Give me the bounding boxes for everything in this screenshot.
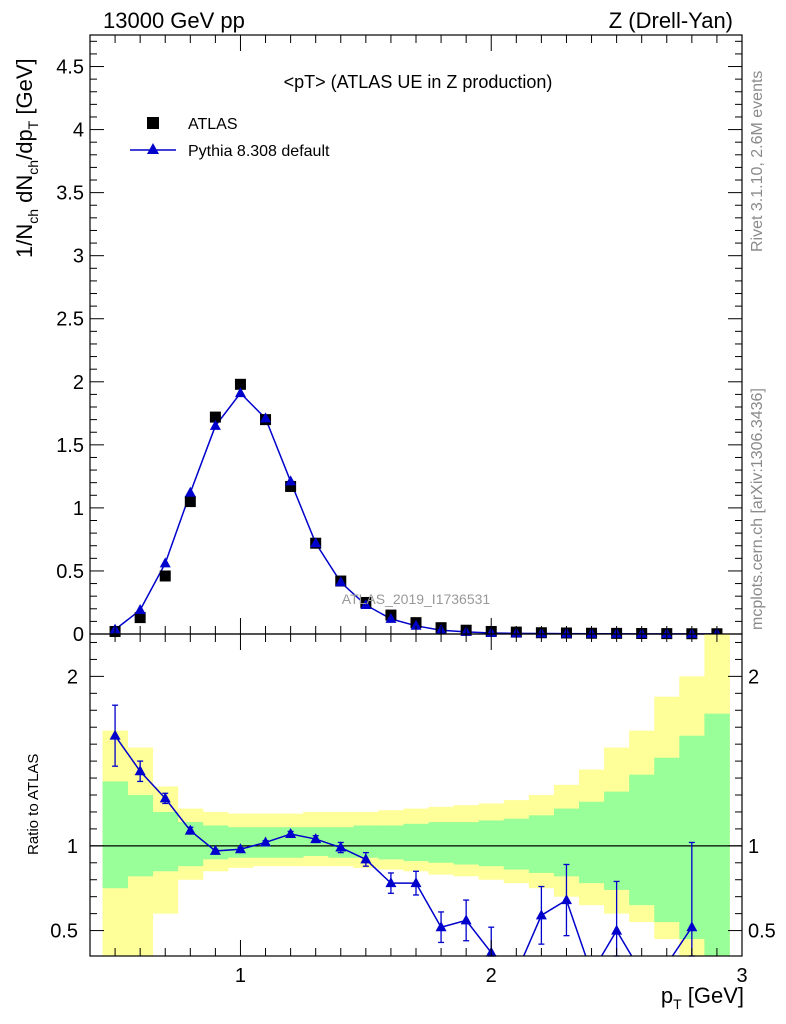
ratio-pythia-point	[159, 792, 171, 803]
ratio-pythia-point	[435, 921, 447, 932]
pythia-point	[385, 612, 397, 623]
pythia-point	[209, 419, 221, 430]
ratio-pythia-point	[234, 843, 246, 854]
main-ytick-label: 2	[73, 372, 84, 394]
ratio-pythia-point	[611, 924, 623, 935]
ratio-ytick-label-right: 1	[748, 836, 759, 858]
atlas-point	[134, 612, 146, 624]
ratio-band-green	[152, 811, 179, 872]
ratio-ytick-label: 2	[67, 666, 78, 688]
pythia-point	[360, 598, 372, 609]
pythia-point	[310, 537, 322, 548]
main-ytick-label: 0.5	[56, 561, 84, 583]
atlas-point	[159, 570, 171, 582]
ratio-pythia-point	[686, 921, 698, 932]
ratio-band-green	[704, 713, 730, 956]
ratio-pythia-point	[535, 909, 547, 920]
pythia-point	[285, 475, 297, 486]
ratio-pythia-point	[184, 824, 196, 835]
ratio-ytick-label-right: 0.5	[748, 921, 776, 943]
ratio-pythia-line	[114, 735, 693, 956]
ratio-pythia-point	[310, 833, 322, 844]
ratio-pythia-point	[460, 914, 472, 925]
ratio-pythia-point	[360, 853, 372, 864]
pythia-point	[335, 576, 347, 587]
analysis-watermark: ATLAS_2019_I1736531	[342, 591, 491, 607]
atlas-point	[184, 496, 196, 508]
ratio-band-green	[604, 791, 630, 890]
main-axes: 0 0.5 1 1.5 2 2.5 3 3.5 4 4.5	[56, 35, 743, 646]
legend: ATLAS Pythia 8.308 default	[130, 116, 330, 160]
header-right: Z (Drell-Yan)	[609, 8, 733, 33]
ratio-ylabel: Ratio to ATLAS	[25, 754, 42, 855]
ratio-pythia-point	[209, 844, 221, 855]
ratio-pythia-point	[260, 836, 272, 847]
legend-pythia-marker	[147, 143, 159, 154]
ratio-axes: 0.5 0.5 1 1 2 2 1 2 3	[50, 634, 776, 987]
atlas-point	[285, 480, 297, 492]
ratio-band-green	[629, 774, 655, 906]
pythia-point	[234, 387, 246, 398]
main-ytick-label: 3.5	[56, 183, 84, 205]
ratio-xtick-label: 2	[486, 965, 497, 987]
ratio-ytick-label: 1	[67, 836, 78, 858]
ratio-band-green	[478, 820, 505, 867]
ratio-band-green	[528, 815, 555, 873]
ratio-pythia-point	[109, 729, 121, 740]
mcplots-label: mcplots.cern.ch [arXiv:1306.3436]	[749, 388, 766, 630]
ratio-ytick-label: 0.5	[50, 921, 78, 943]
ratio-band-green	[127, 795, 154, 877]
atlas-point	[234, 378, 246, 390]
main-ylabel: 1/Nch dNch/dpT [GeV]	[12, 58, 41, 258]
ratio-pythia-point	[134, 765, 146, 776]
pythia-point	[410, 619, 422, 630]
main-title: <pT> (ATLAS UE in Z production)	[284, 72, 553, 92]
ratio-xlabel: pT [GeV]	[661, 983, 744, 1012]
ratio-pythia-point	[285, 827, 297, 838]
atlas-point	[209, 411, 221, 423]
ratio-ytick-label-right: 2	[748, 666, 759, 688]
main-panel: 0 0.5 1 1.5 2 2.5 3 3.5 4 4.5 <pT> (ATLAS UE in Z…	[12, 34, 743, 646]
ratio-data-layer	[90, 704, 742, 957]
main-ytick-label: 3	[73, 246, 84, 268]
ratio-band-green	[654, 757, 680, 923]
ratio-xtick-label: 1	[235, 965, 246, 987]
ratio-band-green	[403, 823, 429, 862]
ratio-band-green	[579, 801, 605, 884]
main-ytick-label: 1	[73, 498, 84, 520]
legend-atlas-marker	[147, 117, 159, 129]
main-ytick-label: 4	[73, 120, 84, 142]
legend-atlas-label: ATLAS	[188, 116, 238, 133]
main-ytick-label: 2.5	[56, 309, 84, 331]
ratio-band-green	[453, 822, 480, 865]
ratio-band-green	[503, 818, 530, 870]
pythia-point	[260, 412, 272, 423]
ratio-pythia-point	[335, 841, 347, 852]
pythia-point	[159, 557, 171, 568]
pythia-point	[134, 604, 146, 615]
legend-pythia-label: Pythia 8.308 default	[188, 143, 330, 160]
ratio-pythia-point	[385, 877, 397, 888]
ratio-bands	[102, 634, 730, 956]
main-ytick-label: 4.5	[56, 57, 84, 79]
main-ytick-label: 1.5	[56, 435, 84, 457]
header-left: 13000 GeV pp	[103, 8, 245, 33]
ratio-band-green	[378, 825, 404, 860]
ratio-pythia-point	[410, 877, 422, 888]
pythia-point	[184, 486, 196, 497]
main-ytick-label: 0	[73, 624, 84, 646]
rivet-label: Rivet 3.1.10, 2.6M events	[749, 71, 766, 252]
ratio-band-green	[102, 781, 129, 889]
ratio-band-green	[428, 822, 455, 863]
ratio-pythia-point	[560, 894, 572, 905]
ratio-xtick-label: 3	[736, 965, 747, 987]
ratio-panel: 0.5 0.5 1 1 2 2 1 2 3 Ratio to ATLAS pT [GeV]	[25, 633, 776, 1012]
